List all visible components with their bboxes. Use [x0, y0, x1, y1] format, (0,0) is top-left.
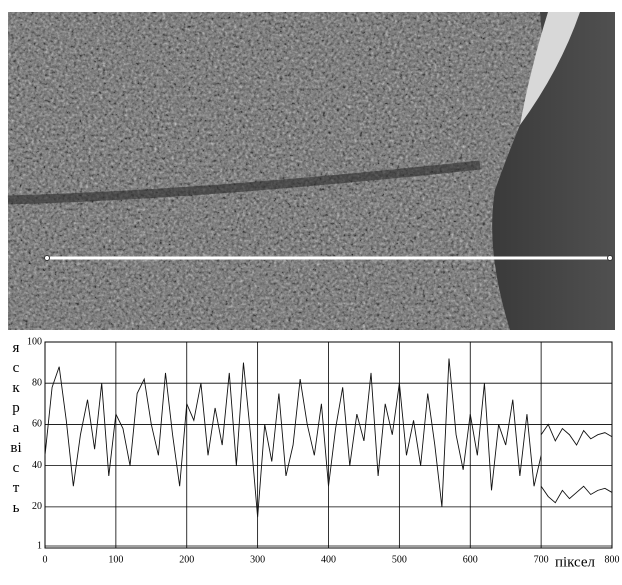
- y-tick-label: 60: [32, 419, 42, 430]
- x-tick-label: 700: [534, 554, 549, 565]
- x-tick-label: 600: [463, 554, 478, 565]
- y-axis-label: яскравість: [10, 340, 22, 516]
- x-tick-label: 100: [108, 554, 123, 565]
- y-tick-label: 80: [32, 378, 42, 389]
- x-tick-label: 400: [321, 554, 336, 565]
- y-tick-label: 20: [32, 501, 42, 512]
- data-line: [540, 485, 613, 504]
- data-line: [44, 358, 542, 518]
- data-line: [540, 423, 613, 446]
- x-tick-label: 800: [605, 554, 620, 565]
- y-tick-label: 100: [27, 336, 42, 347]
- y-tick-label: 1: [37, 540, 42, 551]
- y-tick-label: 40: [32, 460, 42, 471]
- x-tick-label: 300: [250, 554, 265, 565]
- aerial-photo: [7, 12, 615, 330]
- x-tick-label: 200: [179, 554, 194, 565]
- x-tick-label: 0: [43, 554, 48, 565]
- x-axis-label: піксел: [555, 554, 596, 570]
- x-tick-label: 500: [392, 554, 407, 565]
